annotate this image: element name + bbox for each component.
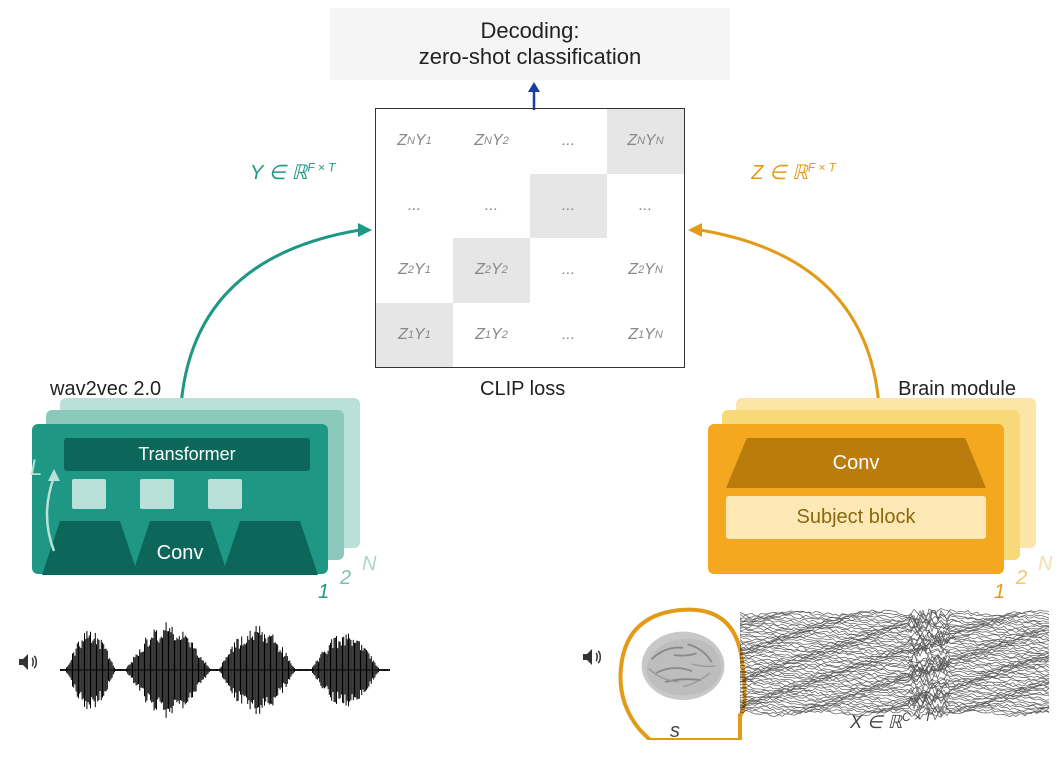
wav2vec-card-1: Transformer Conv	[32, 424, 328, 574]
brain-signals-icon	[740, 605, 1050, 725]
matrix-cell: Z1YN	[607, 303, 684, 368]
stack-num-2-right: 2	[1016, 567, 1027, 590]
y-expression: Y ∈ ℝF × T	[250, 160, 336, 185]
matrix-cell: ...	[530, 174, 607, 239]
brain-card-1: Conv Subject block	[708, 424, 1004, 574]
y-set: ℝ	[292, 162, 308, 184]
matrix-cell: Z2Y1	[376, 238, 453, 303]
matrix-cell: ZNYN	[607, 109, 684, 174]
stack-num-N: N	[362, 553, 376, 576]
token-sq	[140, 479, 174, 509]
matrix-cell: ...	[530, 303, 607, 368]
z-expression: Z ∈ ℝF × T	[751, 160, 836, 185]
token-sq	[208, 479, 242, 509]
decoding-line2: zero-shot classification	[340, 44, 720, 70]
matrix-cell: ...	[607, 174, 684, 239]
conv-row: Conv	[42, 521, 318, 587]
transformer-bar: Transformer	[64, 438, 310, 471]
wav2vec-module: Transformer Conv 1 2 N	[20, 398, 360, 578]
matrix-cell: ...	[530, 109, 607, 174]
matrix-cell: Z1Y1	[376, 303, 453, 368]
brain-module: Conv Subject block 1 2 N	[696, 398, 1036, 578]
x-set: ℝ	[888, 712, 902, 732]
matrix-cell: ZNY1	[376, 109, 453, 174]
clip-loss-label: CLIP loss	[480, 378, 565, 401]
x-var: X	[850, 712, 862, 732]
L-label: L	[30, 455, 42, 481]
s-label: s	[670, 720, 680, 743]
matrix-cell: Z2Y2	[453, 238, 530, 303]
decoding-line1: Decoding:	[340, 18, 720, 44]
L-arrow-icon	[38, 465, 68, 555]
matrix-cell: Z1Y2	[453, 303, 530, 368]
stack-num-1-right: 1	[994, 581, 1005, 604]
token-squares	[42, 479, 318, 509]
matrix-cell: Z2YN	[607, 238, 684, 303]
conv-label: Conv	[157, 542, 204, 564]
z-var: Z	[751, 162, 763, 184]
arrow-up-icon	[524, 82, 544, 110]
x-expression: X ∈ ℝC × T	[850, 710, 932, 733]
decoding-header: Decoding: zero-shot classification	[330, 8, 730, 80]
y-var: Y	[250, 162, 263, 184]
z-set: ℝ	[792, 162, 808, 184]
stack-num-N-right: N	[1038, 553, 1052, 576]
matrix-cell: ...	[453, 174, 530, 239]
brain-head-icon	[610, 600, 750, 740]
y-dim: F × T	[307, 160, 335, 174]
clip-matrix: ZNY1ZNY2...ZNYN............Z2Y1Z2Y2...Z2…	[375, 108, 685, 368]
matrix-cell: ...	[376, 174, 453, 239]
z-dim: F × T	[808, 160, 836, 174]
matrix-cell: ...	[530, 238, 607, 303]
speaker-icon	[16, 650, 40, 674]
matrix-cell: ZNY2	[453, 109, 530, 174]
audio-waveform-icon	[60, 620, 390, 720]
token-sq	[72, 479, 106, 509]
speaker-icon	[580, 645, 604, 669]
stack-num-2: 2	[340, 567, 351, 590]
brain-conv-bar: Conv	[726, 438, 986, 488]
stack-num-1: 1	[318, 581, 329, 604]
x-dim: C × T	[902, 710, 932, 724]
subject-block: Subject block	[726, 496, 986, 539]
conv-trapezoids-icon: Conv	[42, 521, 338, 575]
